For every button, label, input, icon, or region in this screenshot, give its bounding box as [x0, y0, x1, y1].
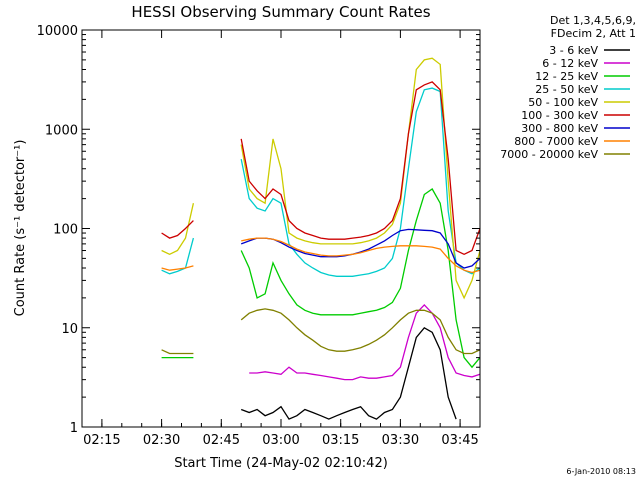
- x-tick-label: 02:45: [203, 433, 240, 448]
- legend-label: 12 - 25 keV: [535, 70, 598, 83]
- generation-timestamp: 6-Jan-2010 08:13: [566, 467, 636, 476]
- series-9-line: [161, 308, 481, 355]
- y-tick-label: 10: [61, 322, 78, 337]
- legend-label: 800 - 7000 keV: [514, 135, 598, 148]
- legend-label: 7000 - 20000 keV: [500, 148, 598, 161]
- series-segment: [240, 57, 481, 300]
- x-tick-label: 03:15: [322, 433, 359, 448]
- x-axis: 02:15 02:30 02:45 03:00 03:15 03:30 03:45: [81, 30, 481, 448]
- series-5-line: [161, 57, 481, 300]
- series-segment: [241, 237, 481, 274]
- series-lines: [161, 57, 481, 420]
- x-tick-label: 03:45: [441, 433, 478, 448]
- series-segment: [161, 265, 194, 271]
- x-tick-label: 02:30: [143, 433, 180, 448]
- y-tick-label: 1: [70, 421, 78, 436]
- chart-title: HESSI Observing Summary Count Rates: [131, 3, 430, 21]
- series-segment: [240, 308, 481, 355]
- plot-frame: [81, 29, 481, 428]
- series-segment: [240, 326, 457, 420]
- series-segment: [161, 220, 194, 239]
- x-tick-label: 03:00: [262, 433, 299, 448]
- x-tick-label: 02:15: [83, 433, 120, 448]
- y-axis: 1 10 100 1000 10000: [37, 24, 480, 436]
- y-tick-label: 10000: [37, 24, 78, 39]
- series-segment: [161, 349, 194, 355]
- series-segment: [161, 203, 195, 256]
- x-axis-label: Start Time (24-May-02 02:10:42): [174, 456, 388, 471]
- series-3-line: [161, 188, 481, 369]
- series-segment: [240, 188, 481, 369]
- x-tick-label: 03:30: [382, 433, 419, 448]
- series-segment: [249, 303, 481, 381]
- y-tick-label: 1000: [45, 123, 78, 138]
- series-7-line: [240, 228, 481, 269]
- series-4-line: [161, 87, 481, 277]
- legend-label: 100 - 300 keV: [521, 109, 598, 122]
- legend-header-line-2: FDecim 2, Att 1: [551, 27, 636, 40]
- y-axis-label: Count Rate (s⁻¹ detector⁻¹): [13, 140, 28, 317]
- legend-label: 50 - 100 keV: [528, 96, 598, 109]
- series-segment: [240, 81, 481, 256]
- series-6-line: [161, 81, 481, 256]
- series-segment: [161, 237, 195, 275]
- series-2-line: [249, 303, 481, 381]
- series-1-line: [240, 326, 457, 420]
- legend-header-line-1: Det 1,3,4,5,6,9,: [550, 14, 636, 27]
- legend: Det 1,3,4,5,6,9, FDecim 2, Att 1 3 - 6 k…: [500, 14, 636, 161]
- legend-label: 3 - 6 keV: [549, 44, 598, 57]
- series-segment: [240, 228, 481, 269]
- legend-label: 300 - 800 keV: [521, 122, 598, 135]
- legend-label: 25 - 50 keV: [535, 83, 598, 96]
- y-tick-label: 100: [53, 223, 78, 238]
- series-8-line: [161, 237, 481, 274]
- legend-label: 6 - 12 keV: [542, 57, 598, 70]
